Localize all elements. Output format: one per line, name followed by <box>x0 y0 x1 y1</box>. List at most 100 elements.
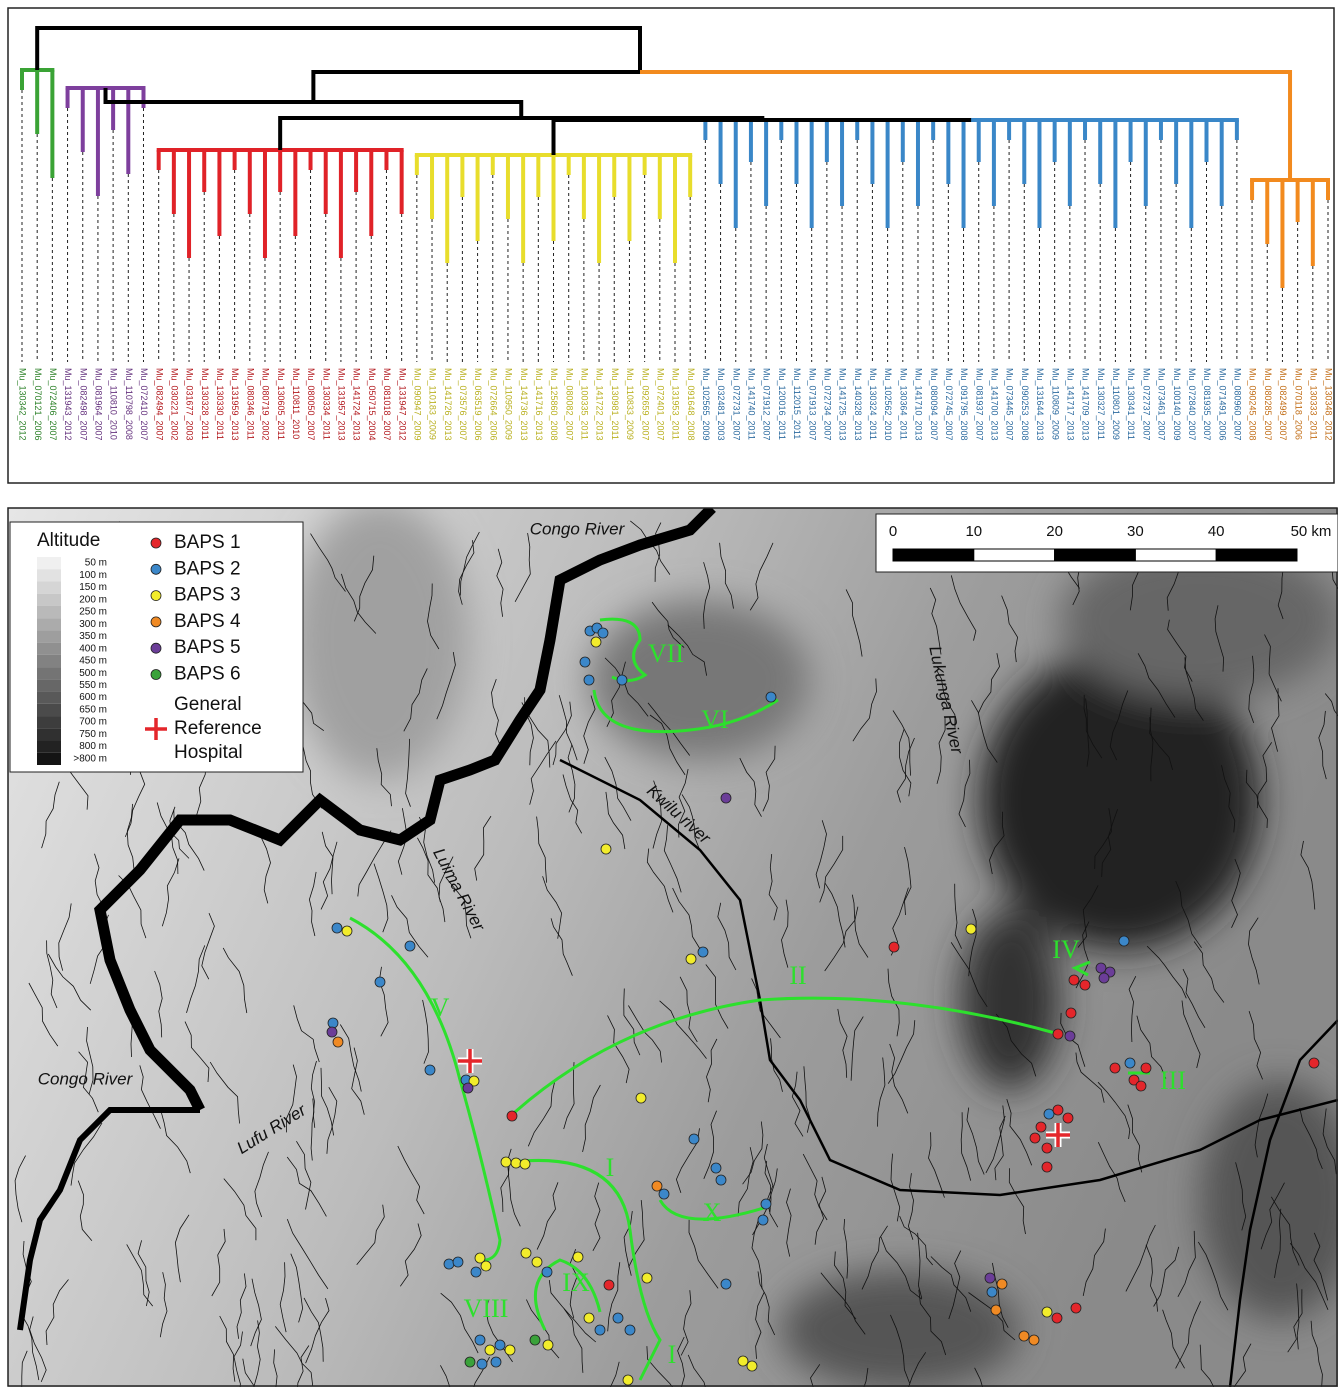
sample-point <box>603 1279 615 1291</box>
altitude-swatch <box>37 569 61 582</box>
leaf-label: Mu_072664_2006 <box>488 368 498 441</box>
congo-river <box>94 508 716 1113</box>
stream <box>647 702 691 756</box>
stream <box>1274 1208 1282 1278</box>
leaf-label: Mu_130327_2011 <box>1096 368 1106 440</box>
scale-label: 10 <box>965 523 982 540</box>
stream <box>1127 1104 1143 1173</box>
stream <box>339 1024 362 1092</box>
sample-point <box>1079 979 1091 991</box>
stream <box>904 847 912 916</box>
stream <box>663 825 682 893</box>
stream <box>19 1311 40 1381</box>
stream <box>78 1051 99 1113</box>
stream <box>802 1153 828 1221</box>
stream <box>751 1219 763 1289</box>
altitude-label: 700 m <box>79 717 107 728</box>
cluster-label: III <box>1160 1066 1186 1095</box>
altitude-swatch <box>37 691 61 704</box>
stream <box>1231 858 1241 928</box>
stream <box>688 1219 719 1289</box>
congo-river-south <box>17 1107 200 1331</box>
stream <box>496 548 504 617</box>
stream <box>507 1160 521 1227</box>
scale-box <box>875 513 1338 573</box>
cluster-label: VII <box>648 639 684 668</box>
stream <box>1145 1244 1158 1312</box>
sample-point <box>1070 1302 1082 1314</box>
cluster-label: IX <box>562 1268 590 1297</box>
sample-point <box>746 1360 758 1372</box>
highlands <box>290 508 1338 1387</box>
legend-cross <box>145 718 167 740</box>
stream <box>606 661 626 727</box>
legend-dot <box>150 563 162 575</box>
stream <box>1001 595 1019 663</box>
stream <box>742 1121 764 1185</box>
backbone <box>35 26 642 102</box>
sample-point <box>1035 1121 1047 1133</box>
legend-dot <box>150 537 162 549</box>
altitude-label: 250 m <box>79 607 107 618</box>
leaf-label: Mu_131953_2011 <box>671 368 681 440</box>
sample-point <box>1041 1306 1053 1318</box>
stream <box>837 1008 848 1078</box>
stream <box>677 769 689 838</box>
leaf-label: Mu_080094_2007 <box>929 368 939 441</box>
sample-point <box>765 691 777 703</box>
stream <box>623 988 641 1056</box>
stream <box>607 1015 630 1084</box>
stream <box>960 1112 972 1181</box>
sample-point <box>624 1324 636 1336</box>
stream <box>536 1182 559 1250</box>
altitude-swatch <box>37 728 61 741</box>
sample-point <box>720 1278 732 1290</box>
stream <box>286 1156 327 1217</box>
sample-point <box>474 1334 486 1346</box>
sample-point <box>1128 1074 1140 1086</box>
leaf-label: Mu_131943_2012 <box>63 368 73 441</box>
leaf-label: Mu_110801_2009 <box>1111 368 1121 440</box>
sample-point <box>1052 1028 1064 1040</box>
sample-point <box>443 1258 455 1270</box>
stream <box>679 976 698 1043</box>
sample-point <box>326 1026 338 1038</box>
sample-point <box>651 1180 663 1192</box>
scale-label: 50 km <box>1291 523 1332 540</box>
stream <box>250 1278 262 1347</box>
leaf-label: Mu_110950_2009 <box>504 368 514 440</box>
stream <box>1137 653 1176 718</box>
leaf-label: Mu_131957_2013 <box>337 368 347 441</box>
stream <box>592 1182 601 1251</box>
stream <box>1248 1010 1263 1080</box>
stream <box>610 1361 620 1387</box>
stream <box>201 912 215 980</box>
stream <box>815 820 827 889</box>
altitude-label: 550 m <box>79 680 107 691</box>
stream <box>646 1346 673 1387</box>
stream <box>1008 1168 1026 1235</box>
stream <box>582 1084 601 1152</box>
stream <box>1175 1301 1201 1369</box>
sample-point <box>1041 1161 1053 1173</box>
stream <box>21 1350 28 1387</box>
stream <box>236 1273 247 1339</box>
altitude-label: 50 m <box>85 558 107 569</box>
sample-point <box>594 1324 606 1336</box>
stream <box>186 945 206 1014</box>
sample-point <box>996 1278 1008 1290</box>
stream <box>159 1272 168 1338</box>
stream <box>569 1248 578 1319</box>
scale-segment <box>973 548 1056 562</box>
stream <box>899 1215 934 1266</box>
leaf-label: Mu_080050_2007 <box>306 368 316 441</box>
samples <box>326 622 1320 1386</box>
stream <box>958 759 971 828</box>
leaf-label: Mu_030221_2002 <box>169 368 179 441</box>
sample-point <box>510 1157 522 1169</box>
stream <box>677 1336 685 1387</box>
sample-point <box>720 792 732 804</box>
cluster-label: I <box>668 1340 677 1369</box>
cluster-label: V <box>431 993 450 1022</box>
